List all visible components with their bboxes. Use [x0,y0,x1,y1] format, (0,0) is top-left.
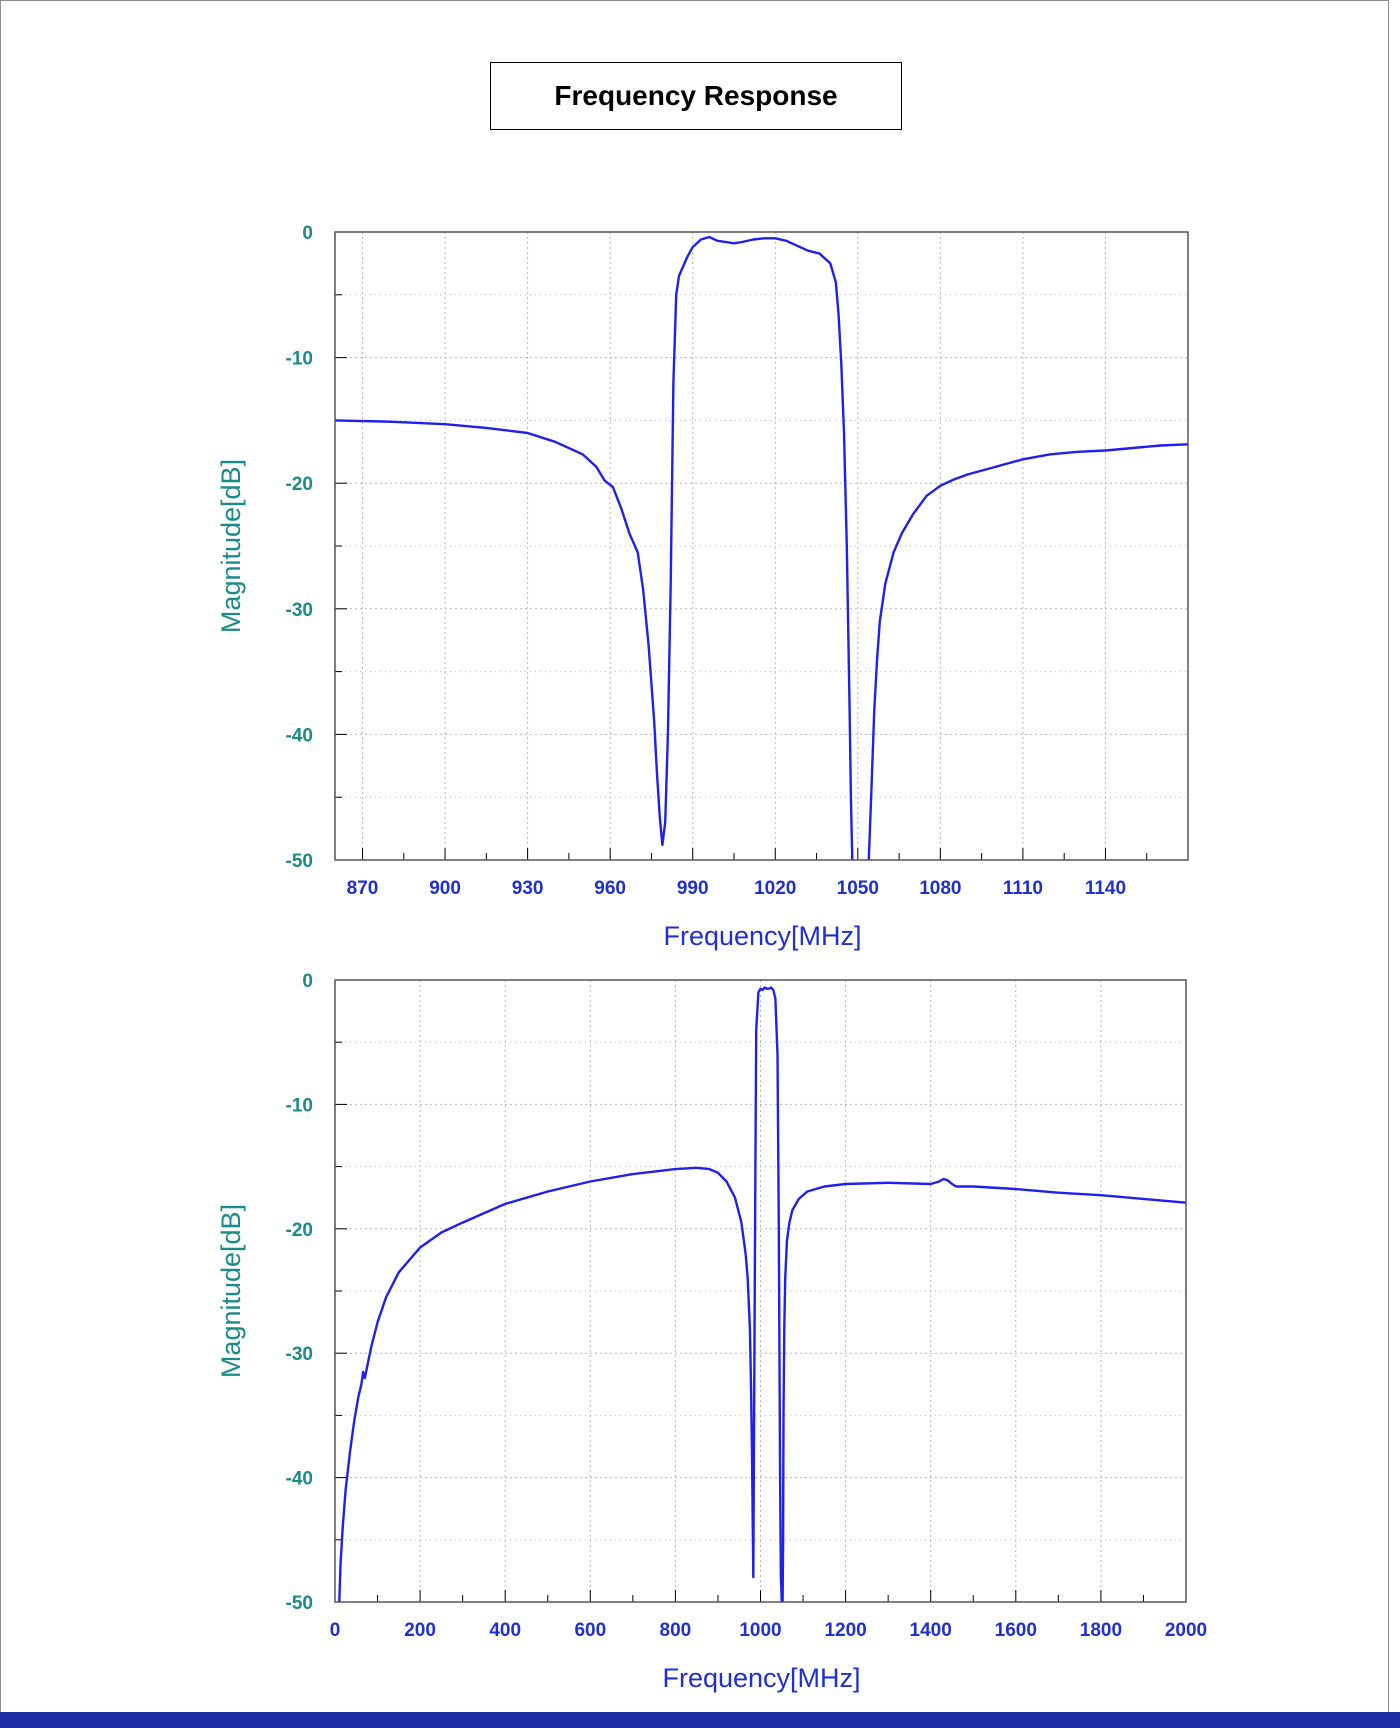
series-line-2 [867,443,1188,860]
y-tick-label: 0 [302,971,313,992]
y-tick-label: -10 [286,1095,313,1116]
y-tick-label: -50 [286,1593,313,1614]
x-tick-label: 1200 [824,1620,866,1641]
y-tick-label: -20 [286,474,313,495]
y-tick-label: -30 [286,1344,313,1365]
x-tick-label: 0 [330,1620,341,1641]
bottom-bar [0,1712,1400,1728]
series-line-1 [335,235,854,860]
y-tick-label: 0 [302,223,313,244]
x-tick-label: 800 [660,1620,692,1641]
x-tick-label: 400 [489,1620,521,1641]
plot-area-border [334,979,1187,1603]
x-tick-label: 1050 [837,878,879,899]
plot-area-border [334,231,1189,861]
y-tick-label: -40 [286,725,313,746]
x-tick-label: 2000 [1165,1620,1207,1641]
chart-narrowband: 0 -10 -20 -30 -40 -50 870 900 930 960 990 1020 1050 1… [216,223,1189,951]
y-tick-label: -50 [286,851,313,872]
series-line-1 [338,986,783,1602]
x-tick-label: 900 [429,878,461,899]
x-tick-label: 990 [677,878,709,899]
y-tick-label: -30 [286,600,313,621]
y-tick-label: -10 [286,349,313,370]
x-tick-label: 1140 [1085,878,1126,899]
page-title: Frequency Response [490,62,902,130]
x-axis-label: Frequency[MHz] [663,921,861,951]
x-tick-label: 1600 [995,1620,1037,1641]
x-tick-label: 870 [347,878,379,899]
y-tick-label: -40 [286,1469,313,1490]
x-axis-label: Frequency[MHz] [662,1663,860,1693]
chart-wideband: 0 -10 -20 -30 -40 -50 0 200 400 600 800 1000 1200 140… [216,971,1207,1693]
y-tick-label: -20 [286,1220,313,1241]
x-tick-label: 1020 [754,878,796,899]
x-tick-label: 1000 [739,1620,781,1641]
x-tick-label: 930 [512,878,544,899]
x-tick-label: 1400 [910,1620,952,1641]
series-line-2 [781,1177,1186,1602]
x-tick-label: 960 [594,878,626,899]
x-tick-label: 1110 [1003,878,1043,899]
x-tick-label: 200 [404,1620,436,1641]
y-axis-label: Magnitude[dB] [216,459,246,633]
y-axis-label: Magnitude[dB] [216,1204,246,1378]
x-tick-label: 1800 [1080,1620,1122,1641]
x-tick-label: 1080 [919,878,961,899]
x-tick-label: 600 [574,1620,606,1641]
